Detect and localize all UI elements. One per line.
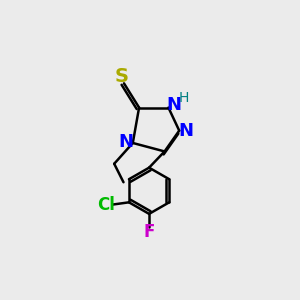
Text: N: N (179, 122, 194, 140)
Text: Cl: Cl (97, 196, 115, 214)
Text: N: N (119, 133, 134, 151)
Text: F: F (143, 223, 155, 241)
Text: S: S (114, 67, 128, 86)
Text: N: N (167, 96, 182, 114)
Text: H: H (179, 91, 189, 105)
